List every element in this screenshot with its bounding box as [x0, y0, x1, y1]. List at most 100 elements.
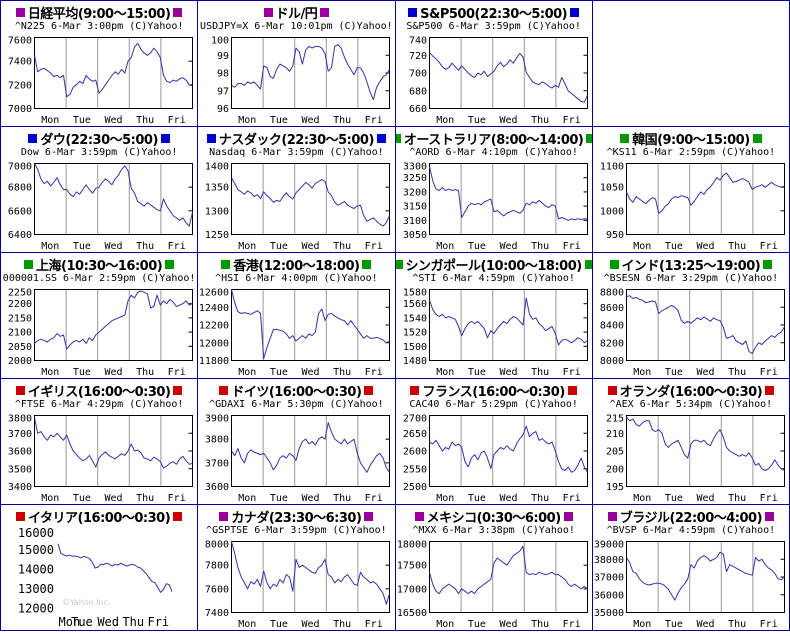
y-axis-label: 7600	[205, 584, 229, 595]
ticker-status-line: ^HSI 6-Mar 4:00pm (C)Yahoo!	[215, 273, 378, 284]
y-axis-label: 2500	[402, 482, 426, 493]
plot-border	[625, 415, 785, 487]
y-axis-label: 36000	[594, 590, 624, 601]
market-chart-cell-dow: ダウ(22:30〜5:00) Dow 6-Mar 3:59pm (C)Yahoo!…	[1, 127, 199, 253]
chart-title-row: メキシコ(0:30〜6:00)	[396, 508, 592, 526]
market-chart-cell-france: フランス(16:00〜0:30) CAC40 6-Mar 5:29pm (C)Ya…	[395, 379, 593, 505]
price-chart-india[interactable]: 8800 8600 8400 8200 8000 Mon Tue Wed Thu Fri	[593, 286, 789, 378]
y-axis-label: 35000	[594, 608, 624, 619]
price-line-series	[428, 425, 588, 473]
x-axis-label: Fri	[168, 493, 186, 504]
price-chart-korea[interactable]: 1100 1050 1000 950 Mon Tue Wed Thu Fri	[593, 160, 789, 252]
market-marker-icon	[607, 512, 617, 521]
x-axis-label: Tue	[467, 493, 485, 504]
price-chart-dow[interactable]: 7000 6800 6600 6400 Mon Tue Wed Thu Fri	[1, 160, 197, 252]
x-axis-label: Tue	[270, 367, 288, 378]
price-chart-brazil[interactable]: 39000 38000 37000 36000 35000 Mon Tue Wed Thu Fri	[593, 538, 789, 630]
ticker-status-line: ^AORD 6-Mar 4:10pm (C)Yahoo!	[409, 147, 578, 158]
x-axis-label: Mon	[436, 493, 454, 504]
y-axis-label: 7600	[8, 36, 32, 47]
price-chart-nasdaq[interactable]: 1400 1350 1300 1250 Mon Tue Wed Thu Fri	[198, 160, 394, 252]
price-chart-germany[interactable]: 3900 3800 3700 3600 Mon Tue Wed Thu Fri	[198, 412, 394, 504]
plot-border	[231, 37, 391, 109]
price-chart-netherlands[interactable]: 215 210 205 200 195 Mon Tue Wed Thu Fri	[593, 412, 789, 504]
y-axis-label: 12400	[199, 303, 229, 314]
y-axis-label: 12000	[199, 338, 229, 349]
x-axis-label: Wed	[499, 241, 517, 252]
y-axis-label: 1500	[402, 342, 426, 353]
x-axis-label: Fri	[365, 115, 383, 126]
price-chart-canada[interactable]: 8000 7800 7600 7400 Mon Tue Wed Thu Fri	[198, 538, 394, 630]
x-axis-label: Mon	[633, 493, 651, 504]
market-marker-icon	[567, 386, 577, 395]
x-axis-label: Mon	[239, 115, 257, 126]
x-axis-label: Fri	[759, 367, 777, 378]
market-chart-cell-nasdaq: ナスダック(22:30〜5:00) Nasdaq 6-Mar 3:59pm (C)…	[198, 127, 396, 253]
x-axis-label: Mon	[59, 615, 81, 629]
x-axis-label: Wed	[696, 493, 714, 504]
market-marker-icon	[221, 260, 231, 269]
chart-title: ブラジル(22:00〜4:00)	[619, 511, 763, 526]
y-axis-label: 8800	[600, 288, 624, 299]
y-axis-label: 37000	[594, 573, 624, 584]
market-chart-cell-netherlands: オランダ(16:00〜0:30) ^AEX 6-Mar 5:34pm (C)Yah…	[592, 379, 790, 505]
chart-title: メキシコ(0:30〜6:00)	[426, 511, 562, 526]
chart-title-row: シンガポール(10:00〜18:00)	[395, 256, 592, 274]
price-line-series	[428, 297, 588, 346]
y-axis-label: 3800	[8, 414, 32, 425]
y-axis-label: 3100	[402, 216, 426, 227]
y-axis-label: 39000	[594, 540, 624, 551]
y-axis-label: 99	[217, 51, 229, 62]
y-axis-label: 3900	[205, 414, 229, 425]
price-chart-mexico[interactable]: 18000 17500 17000 16500 Mon Tue Wed Thu Fri	[396, 538, 592, 630]
y-axis-label: 2050	[8, 342, 32, 353]
y-axis-label: 3700	[205, 458, 229, 469]
ticker-status-line: CAC40 6-Mar 5:29pm (C)Yahoo!	[409, 399, 578, 410]
y-axis-label: 16000	[18, 526, 54, 540]
x-axis-label: Tue	[73, 241, 91, 252]
price-chart-nikkei[interactable]: 7600 7400 7200 7000 Mon Tue Wed Thu Fri	[1, 34, 197, 126]
ticker-status-line: ^FTSE 6-Mar 4:29pm (C)Yahoo!	[14, 399, 184, 410]
x-axis-label: Mon	[436, 619, 454, 630]
price-chart-usdjpy[interactable]: 100 99 98 97 96 Mon Tue Wed Thu Fri	[198, 34, 394, 126]
y-axis-label: 3500	[8, 464, 32, 475]
y-axis-label: 2600	[402, 447, 426, 458]
x-axis-label: Wed	[499, 493, 517, 504]
x-axis-label: Thu	[531, 619, 549, 630]
price-line-series	[231, 289, 390, 360]
plot-border	[34, 289, 193, 361]
x-axis-label: Fri	[365, 367, 383, 378]
market-chart-cell-india: インド(13:25〜19:00) ^BSESN 6-Mar 3:29pm (C)Y…	[592, 253, 790, 379]
y-axis-label: 8000	[205, 540, 229, 551]
y-axis-label: 2000	[8, 356, 32, 367]
y-axis-label: 1000	[600, 206, 624, 217]
price-line-series	[231, 44, 391, 101]
price-chart-france[interactable]: 2700 2650 2600 2550 2500 Mon Tue Wed Thu Fri	[396, 412, 592, 504]
market-marker-icon	[609, 260, 619, 269]
price-chart-uk[interactable]: 3800 3700 3600 3500 3400 Mon Tue Wed Thu Fri	[1, 412, 197, 504]
x-axis-label: Fri	[759, 493, 777, 504]
y-axis-label: 100	[211, 36, 229, 47]
ticker-status-line: USDJPY=X 6-Mar 10:01pm (C)Yahoo!	[200, 21, 393, 32]
market-chart-cell-nikkei: 日経平均(9:00〜15:00) ^N225 6-Mar 3:00pm (C)Ya…	[1, 1, 199, 127]
price-chart-hongkong[interactable]: 12600 12400 12200 12000 11800 Mon Tue Wed Thu Fri	[198, 286, 394, 378]
y-axis-label: 1250	[205, 230, 229, 241]
price-line-series	[57, 543, 173, 593]
y-axis-label: 3300	[402, 162, 426, 173]
price-chart-sp500[interactable]: 740 720 700 680 660 Mon Tue Wed Thu Fri	[396, 34, 592, 126]
market-marker-icon	[586, 134, 592, 143]
chart-title-row: カナダ(23:30〜6:30)	[198, 508, 394, 526]
market-chart-cell-canada: カナダ(23:30〜6:30) ^GSPTSE 6-Mar 3:59pm (C)Y…	[198, 505, 396, 631]
x-axis-label: Fri	[365, 619, 383, 630]
ticker-status-line: ^GSPTSE 6-Mar 3:59pm (C)Yahoo!	[206, 525, 387, 536]
y-axis-label: 2200	[8, 299, 32, 310]
y-axis-label: 15000	[18, 543, 54, 557]
chart-title-row: 日経平均(9:00〜15:00)	[1, 4, 197, 22]
market-marker-icon	[173, 8, 183, 17]
x-axis-label: Tue	[73, 115, 91, 126]
plot-border	[231, 289, 391, 361]
